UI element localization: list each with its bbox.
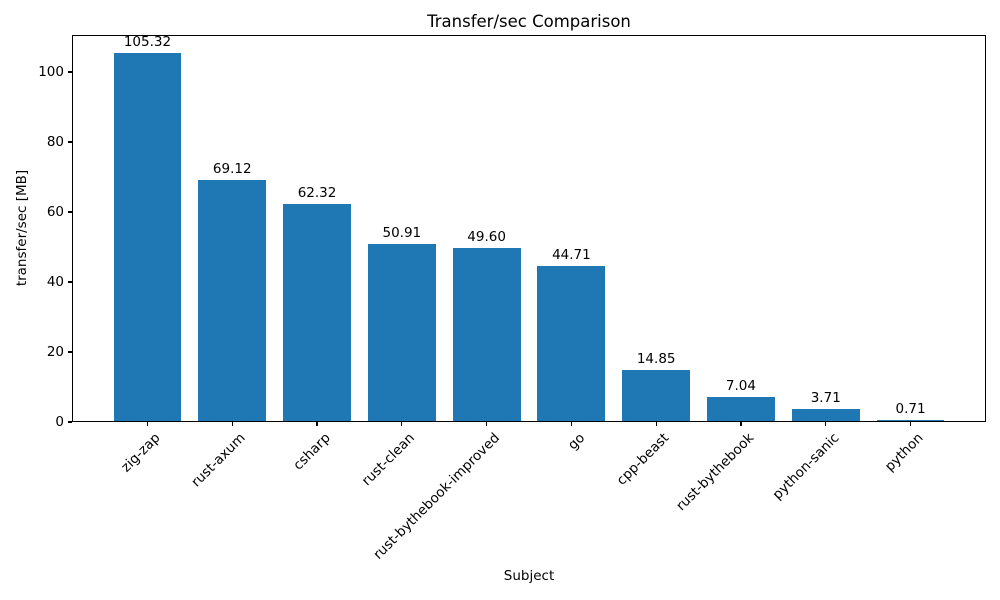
bar-value-label: 49.60 [467, 229, 506, 246]
x-tick-label-go: go [564, 430, 588, 454]
x-tick-label-rust-axum: rust-axum [188, 430, 249, 491]
bar-rust-bythebook-improved [452, 248, 521, 422]
x-tick-label-rust-clean: rust-clean [359, 430, 419, 490]
bar-cpp-beast [622, 370, 691, 422]
y-tick-label: 80 [46, 134, 64, 151]
x-tick-mark [570, 422, 572, 426]
bar-csharp [283, 203, 351, 422]
y-tick-label: 100 [38, 64, 64, 81]
bar-value-label: 14.85 [636, 351, 676, 368]
y-tick-mark [68, 141, 72, 143]
y-tick-mark [68, 71, 72, 73]
bar-value-label: 105.32 [123, 34, 172, 51]
bar-value-label: 69.12 [212, 161, 252, 178]
y-tick-mark [68, 351, 72, 353]
x-tick-mark [909, 422, 912, 426]
x-tick-mark [740, 422, 742, 426]
y-tick-label: 20 [46, 344, 64, 360]
bar-rust-bythebook [707, 397, 775, 422]
bar-value-label: 7.04 [725, 378, 756, 395]
y-axis-label: transfer/sec [MB] [14, 169, 30, 287]
x-tick-label-zig-zap: zig-zap [118, 430, 164, 476]
plot-area: 105.32 69.12 62.32 50.91 49.60 44.71 14.85 7.04… [72, 35, 986, 422]
x-tick-label-csharp: csharp [289, 430, 334, 474]
y-tick-mark [68, 281, 72, 283]
x-axis-label: Subject [503, 568, 555, 584]
y-tick-label: 0 [55, 414, 64, 430]
bar-rust-clean [367, 243, 436, 422]
bar-value-label: 44.71 [552, 246, 591, 263]
y-tick-mark [68, 421, 72, 423]
x-tick-mark [146, 422, 149, 426]
y-tick-mark [68, 211, 72, 213]
x-tick-mark [655, 422, 657, 426]
x-tick-label-python-sanic: python-sanic [769, 430, 843, 503]
x-tick-label-cpp-beast: cpp-beast [613, 430, 673, 489]
x-tick-mark [401, 422, 403, 426]
y-tick-label: 40 [46, 274, 64, 291]
bar-value-label: 50.91 [382, 224, 422, 241]
x-tick-mark [316, 422, 318, 426]
x-tick-mark [486, 422, 488, 426]
bar-value-label: 3.71 [810, 390, 841, 407]
bar-python [876, 419, 945, 422]
bar-value-label: 62.32 [297, 184, 337, 201]
bar-rust-axum [198, 180, 267, 422]
bar-value-label: 0.71 [895, 400, 926, 417]
bar-zig-zap [113, 53, 182, 422]
x-tick-mark [825, 422, 827, 426]
y-tick-label: 60 [46, 204, 64, 221]
x-tick-mark [231, 422, 233, 426]
x-tick-label-rust-bythebook: rust-bythebook [673, 430, 758, 515]
bar-python-sanic [791, 409, 860, 422]
bar-go [537, 265, 606, 422]
chart-title: Transfer/sec Comparison [427, 12, 631, 31]
x-tick-label-python: python [882, 430, 927, 475]
